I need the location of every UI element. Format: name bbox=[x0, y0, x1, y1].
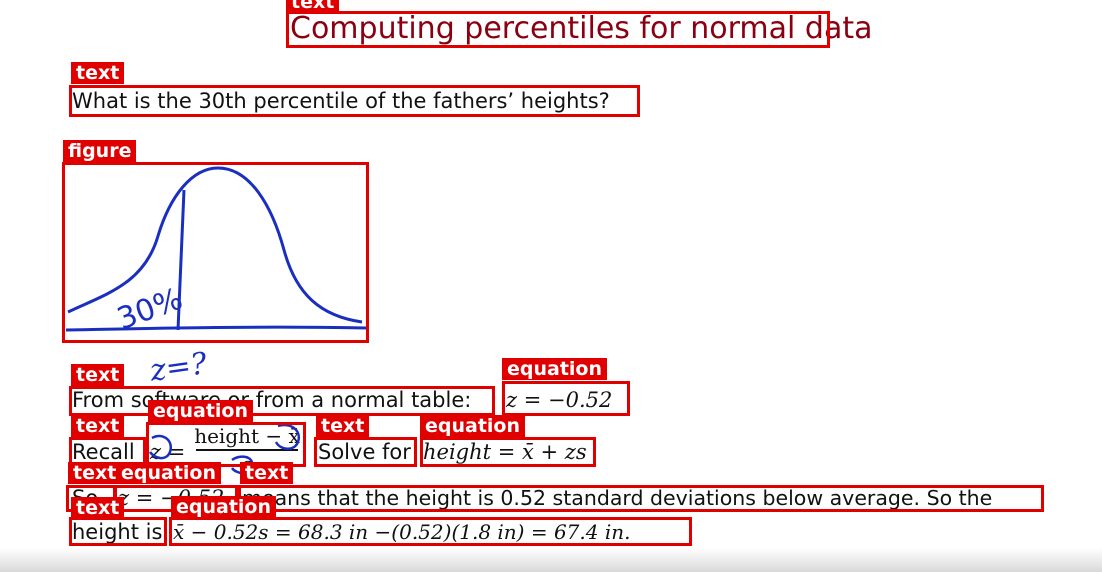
circle-xbar bbox=[274, 423, 301, 450]
line1-text-box bbox=[69, 386, 495, 416]
line1-eq-tag: equation bbox=[502, 358, 608, 380]
fraction-bar bbox=[196, 449, 298, 451]
figure-tag: figure bbox=[63, 140, 137, 162]
line1-text: From software or from a normal table: bbox=[72, 388, 472, 412]
bell-curve bbox=[67, 166, 363, 324]
circle-z bbox=[148, 434, 173, 460]
line4-eq-tag: equation bbox=[171, 496, 277, 518]
slide-title: Computing percentiles for normal data bbox=[290, 11, 873, 46]
line3-eq-tag: equation bbox=[116, 462, 222, 484]
bottom-shade bbox=[0, 548, 1102, 572]
recall-eq-box bbox=[146, 422, 306, 467]
solve-eq-tag: equation bbox=[420, 415, 526, 437]
recall-eq-numerator: height − x̄ bbox=[194, 424, 300, 448]
handwritten-z-note: z=? bbox=[147, 346, 210, 389]
title-tag: text bbox=[286, 0, 340, 13]
question-text: What is the 30th percentile of the fathe… bbox=[72, 89, 610, 113]
line3-text: means that the height is 0.52 standard d… bbox=[242, 486, 993, 510]
recall-text-tag: text bbox=[71, 415, 125, 437]
solve-label: Solve for bbox=[318, 440, 411, 464]
line1-equation: z = −0.52 bbox=[506, 388, 613, 412]
line4-label: height is bbox=[72, 520, 163, 544]
recall-eq-lhs: z = bbox=[150, 440, 186, 464]
line4-text-tag: text bbox=[71, 497, 125, 519]
line1-eq-box bbox=[502, 381, 630, 416]
recall-eq-tag: equation bbox=[148, 400, 254, 422]
recall-label: Recall bbox=[72, 440, 135, 464]
baseline bbox=[66, 325, 366, 332]
solve-text-box bbox=[314, 437, 417, 467]
line4-eq-box bbox=[169, 517, 692, 546]
line3-text-box bbox=[238, 485, 1044, 512]
solve-text-tag: text bbox=[316, 415, 370, 437]
title-box bbox=[286, 11, 830, 48]
line4-text-box bbox=[69, 517, 167, 546]
normal-curve-figure: 30% bbox=[66, 166, 366, 337]
question-box bbox=[69, 85, 640, 117]
line3-prefix-tag: text bbox=[68, 462, 122, 484]
solve-eq-box bbox=[420, 437, 596, 467]
percentile-line bbox=[176, 189, 186, 331]
question-tag: text bbox=[71, 62, 125, 84]
line1-text-tag: text bbox=[71, 364, 125, 386]
line4-equation: x̄ − 0.52s = 68.3 in −(0.52)(1.8 in) = 6… bbox=[173, 520, 631, 544]
line3-text-tag: text bbox=[240, 462, 294, 484]
solve-equation: height = x̄ + zs bbox=[423, 440, 587, 464]
figure-box bbox=[62, 162, 369, 343]
